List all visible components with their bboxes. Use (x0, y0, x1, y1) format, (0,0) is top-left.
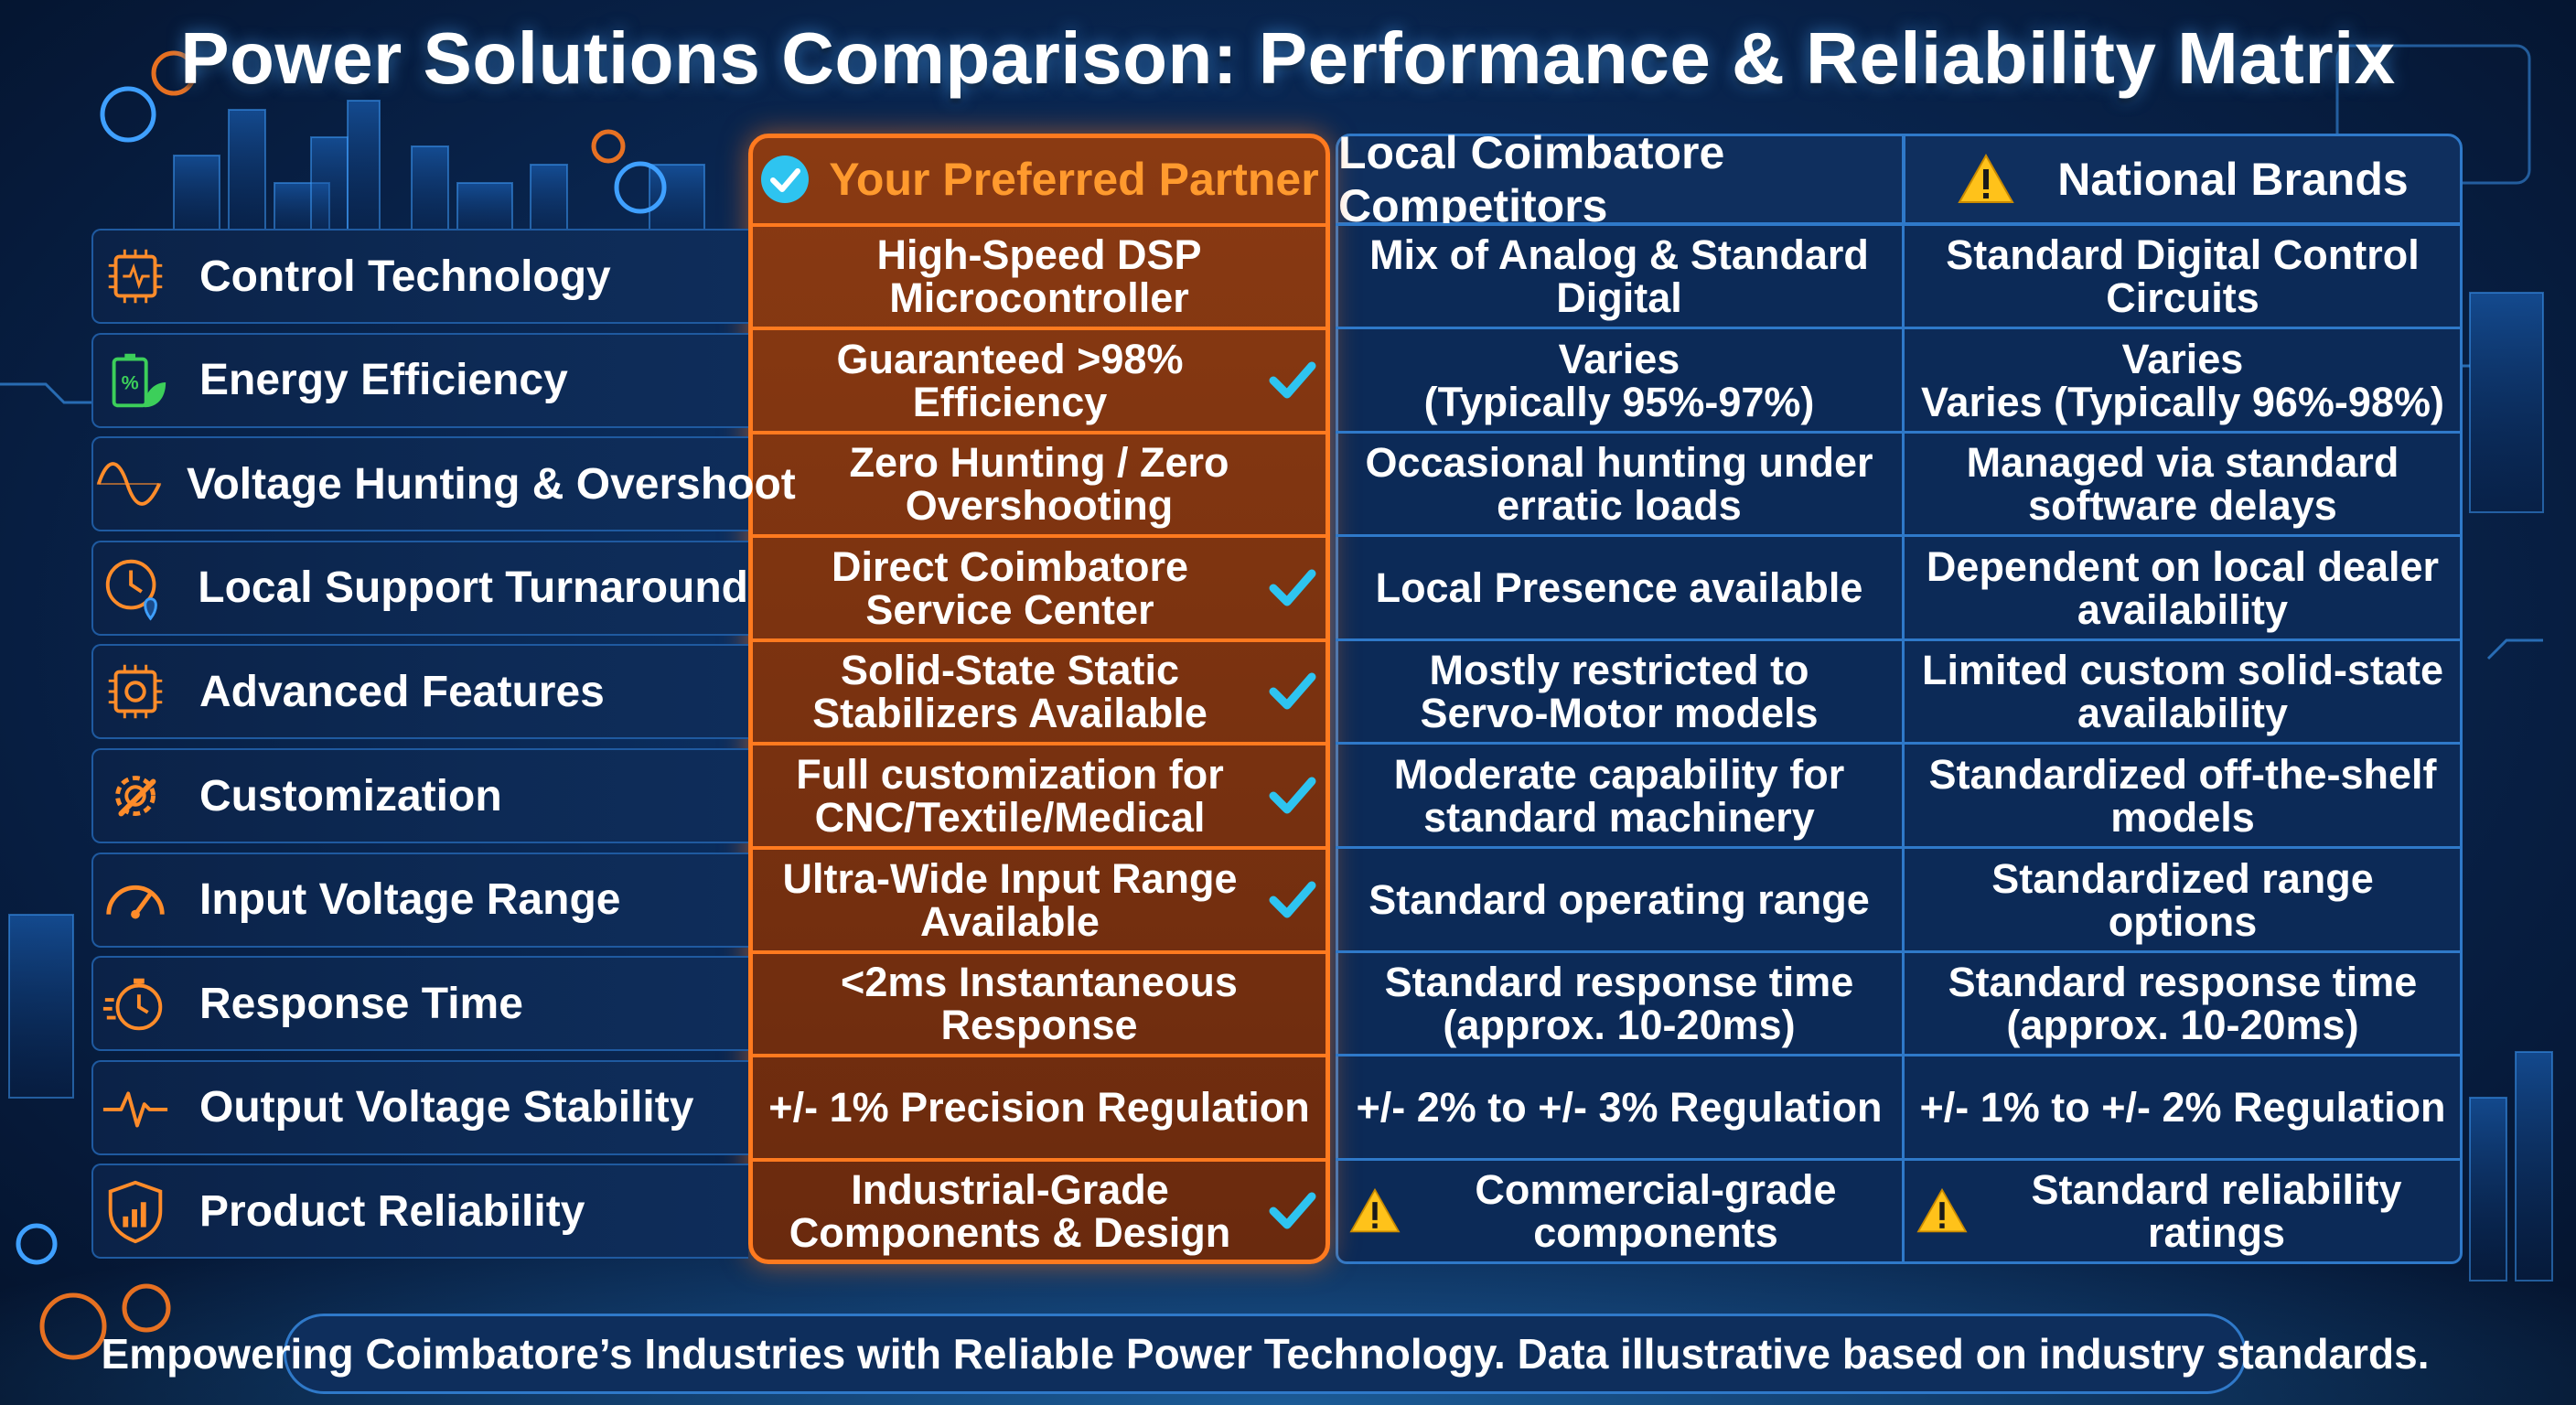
national-brand-cell: Dependent on local dealer availability (1926, 542, 2440, 633)
partner-cell: High-Speed DSP Microcontroller (876, 231, 1202, 321)
row-divider (748, 949, 1330, 954)
national-brand-cell: Standardized off-the-shelf models (1928, 751, 2437, 841)
column-header-local: Local Coimbatore Competitors (1336, 127, 1903, 231)
row-divider (1336, 1054, 2463, 1057)
national-brand-cell: Limited custom solid-state availability (1921, 647, 2444, 737)
national-brand-cell: Managed via standard software delays (1966, 439, 2399, 530)
gauge-icon (93, 854, 177, 946)
local-competitor-cell: Mix of Analog & Standard Digital (1369, 231, 1869, 321)
row-label-bar: Product Reliability (91, 1164, 748, 1260)
partner-cell: Ultra-Wide Input Range Available (782, 854, 1238, 945)
local-competitor-cell: +/- 2% to +/- 3% Regulation (1356, 1084, 1883, 1132)
row-divider (748, 534, 1330, 539)
row-divider (748, 1157, 1330, 1162)
row-divider (748, 1054, 1330, 1058)
row-label-bar: Control Technology (91, 229, 748, 324)
row-label: Energy Efficiency (199, 356, 568, 405)
check-icon (1264, 871, 1321, 928)
partner-cell: Zero Hunting / Zero Overshooting (849, 439, 1229, 530)
row-label-bar: Output Voltage Stability (91, 1059, 748, 1155)
gear-wrench-icon (93, 750, 177, 842)
clock-pin-icon (93, 542, 176, 634)
national-brand-cell: Varies Varies (Typically 96%-98%) (1921, 335, 2444, 425)
row-divider (748, 742, 1330, 746)
row-label-bar: Voltage Hunting & Overshoot (91, 436, 796, 532)
column-divider (1902, 134, 1905, 1264)
local-competitor-cell: Commercial-grade components (1475, 1166, 1837, 1257)
local-competitor-cell: Local Presence available (1375, 564, 1863, 612)
row-divider (748, 327, 1330, 330)
check-icon (1264, 662, 1321, 719)
row-divider (748, 638, 1330, 642)
footer-banner: Empowering Coimbatore’s Industries with … (102, 1314, 2430, 1394)
partner-cell: Solid-State Static Stabilizers Available (812, 647, 1208, 737)
check-icon (1264, 1182, 1321, 1239)
national-brand-cell: Standard response time (approx. 10-20ms) (1948, 959, 2418, 1049)
chip-icon (93, 231, 177, 322)
local-competitor-cell: Standard operating range (1368, 876, 1870, 924)
svg-text:%: % (122, 371, 139, 393)
local-competitor-cell: Mostly restricted to Servo-Motor models (1420, 647, 1819, 737)
row-divider (1336, 430, 2463, 434)
battery-leaf-icon: % (93, 335, 177, 426)
row-label: Voltage Hunting & Overshoot (187, 459, 796, 509)
sine-wave-icon (93, 438, 165, 530)
stopwatch-icon (93, 958, 177, 1049)
national-brand-cell: Standard reliability ratings (2031, 1166, 2402, 1257)
row-label-bar: Local Support Turnaround (91, 540, 748, 636)
local-competitor-cell: Varies (Typically 95%-97%) (1423, 335, 1815, 425)
local-competitor-cell: Standard response time (approx. 10-20ms) (1384, 959, 1854, 1049)
header-divider (1336, 223, 2463, 226)
national-brand-cell: Standardized range options (1991, 854, 2374, 945)
partner-cell: +/- 1% Precision Regulation (768, 1084, 1310, 1132)
page-title: Power Solutions Comparison: Performance … (180, 17, 2396, 99)
row-label: Customization (199, 771, 502, 820)
partner-column (748, 134, 1330, 1264)
row-divider (748, 430, 1330, 434)
row-label: Input Voltage Range (199, 875, 621, 925)
row-label: Local Support Turnaround (198, 563, 748, 613)
warning-icon (1348, 1187, 1401, 1235)
shield-chart-icon (93, 1165, 177, 1257)
row-divider (1336, 327, 2463, 329)
check-icon (1264, 767, 1321, 823)
row-divider (1336, 534, 2463, 538)
row-label-bar: Customization (91, 748, 748, 843)
row-divider (1336, 742, 2463, 745)
warning-icon (1958, 153, 2015, 203)
pulse-icon (93, 1062, 177, 1153)
row-label-bar: % Energy Efficiency (91, 332, 748, 428)
column-header-partner: Your Preferred Partner (748, 134, 1330, 225)
partner-cell: Guaranteed >98% Efficiency (836, 335, 1184, 425)
partner-cell: Industrial-Grade Components & Design (789, 1166, 1231, 1257)
row-label: Control Technology (199, 252, 611, 301)
row-divider (1336, 638, 2463, 641)
partner-cell: Full customization for CNC/Textile/Medic… (796, 751, 1224, 841)
local-competitor-cell: Moderate capability for standard machine… (1393, 751, 1845, 841)
row-divider (1336, 949, 2463, 953)
row-label: Advanced Features (199, 667, 605, 716)
row-label-bar: Input Voltage Range (91, 852, 748, 948)
row-label: Output Voltage Stability (199, 1083, 694, 1132)
row-divider (1336, 1157, 2463, 1161)
check-circle-icon (761, 156, 810, 203)
header-divider (748, 223, 1330, 227)
check-icon (1264, 351, 1321, 408)
check-icon (1264, 559, 1321, 616)
chip-gear-icon (93, 646, 177, 737)
row-label-bar: Advanced Features (91, 644, 748, 740)
row-label: Product Reliability (199, 1186, 585, 1236)
row-divider (748, 846, 1330, 850)
local-competitor-cell: Occasional hunting under erratic loads (1365, 439, 1873, 530)
national-brand-cell: Standard Digital Control Circuits (1946, 231, 2420, 321)
row-divider (1336, 846, 2463, 849)
row-label-bar: Response Time (91, 956, 748, 1052)
warning-icon (1916, 1187, 1969, 1235)
national-brand-cell: +/- 1% to +/- 2% Regulation (1919, 1084, 2446, 1132)
partner-cell: Direct Coimbatore Service Center (831, 542, 1189, 633)
column-header-national: National Brands (1903, 134, 2463, 225)
row-label: Response Time (199, 979, 523, 1028)
partner-cell: <2ms Instantaneous Response (841, 959, 1238, 1049)
